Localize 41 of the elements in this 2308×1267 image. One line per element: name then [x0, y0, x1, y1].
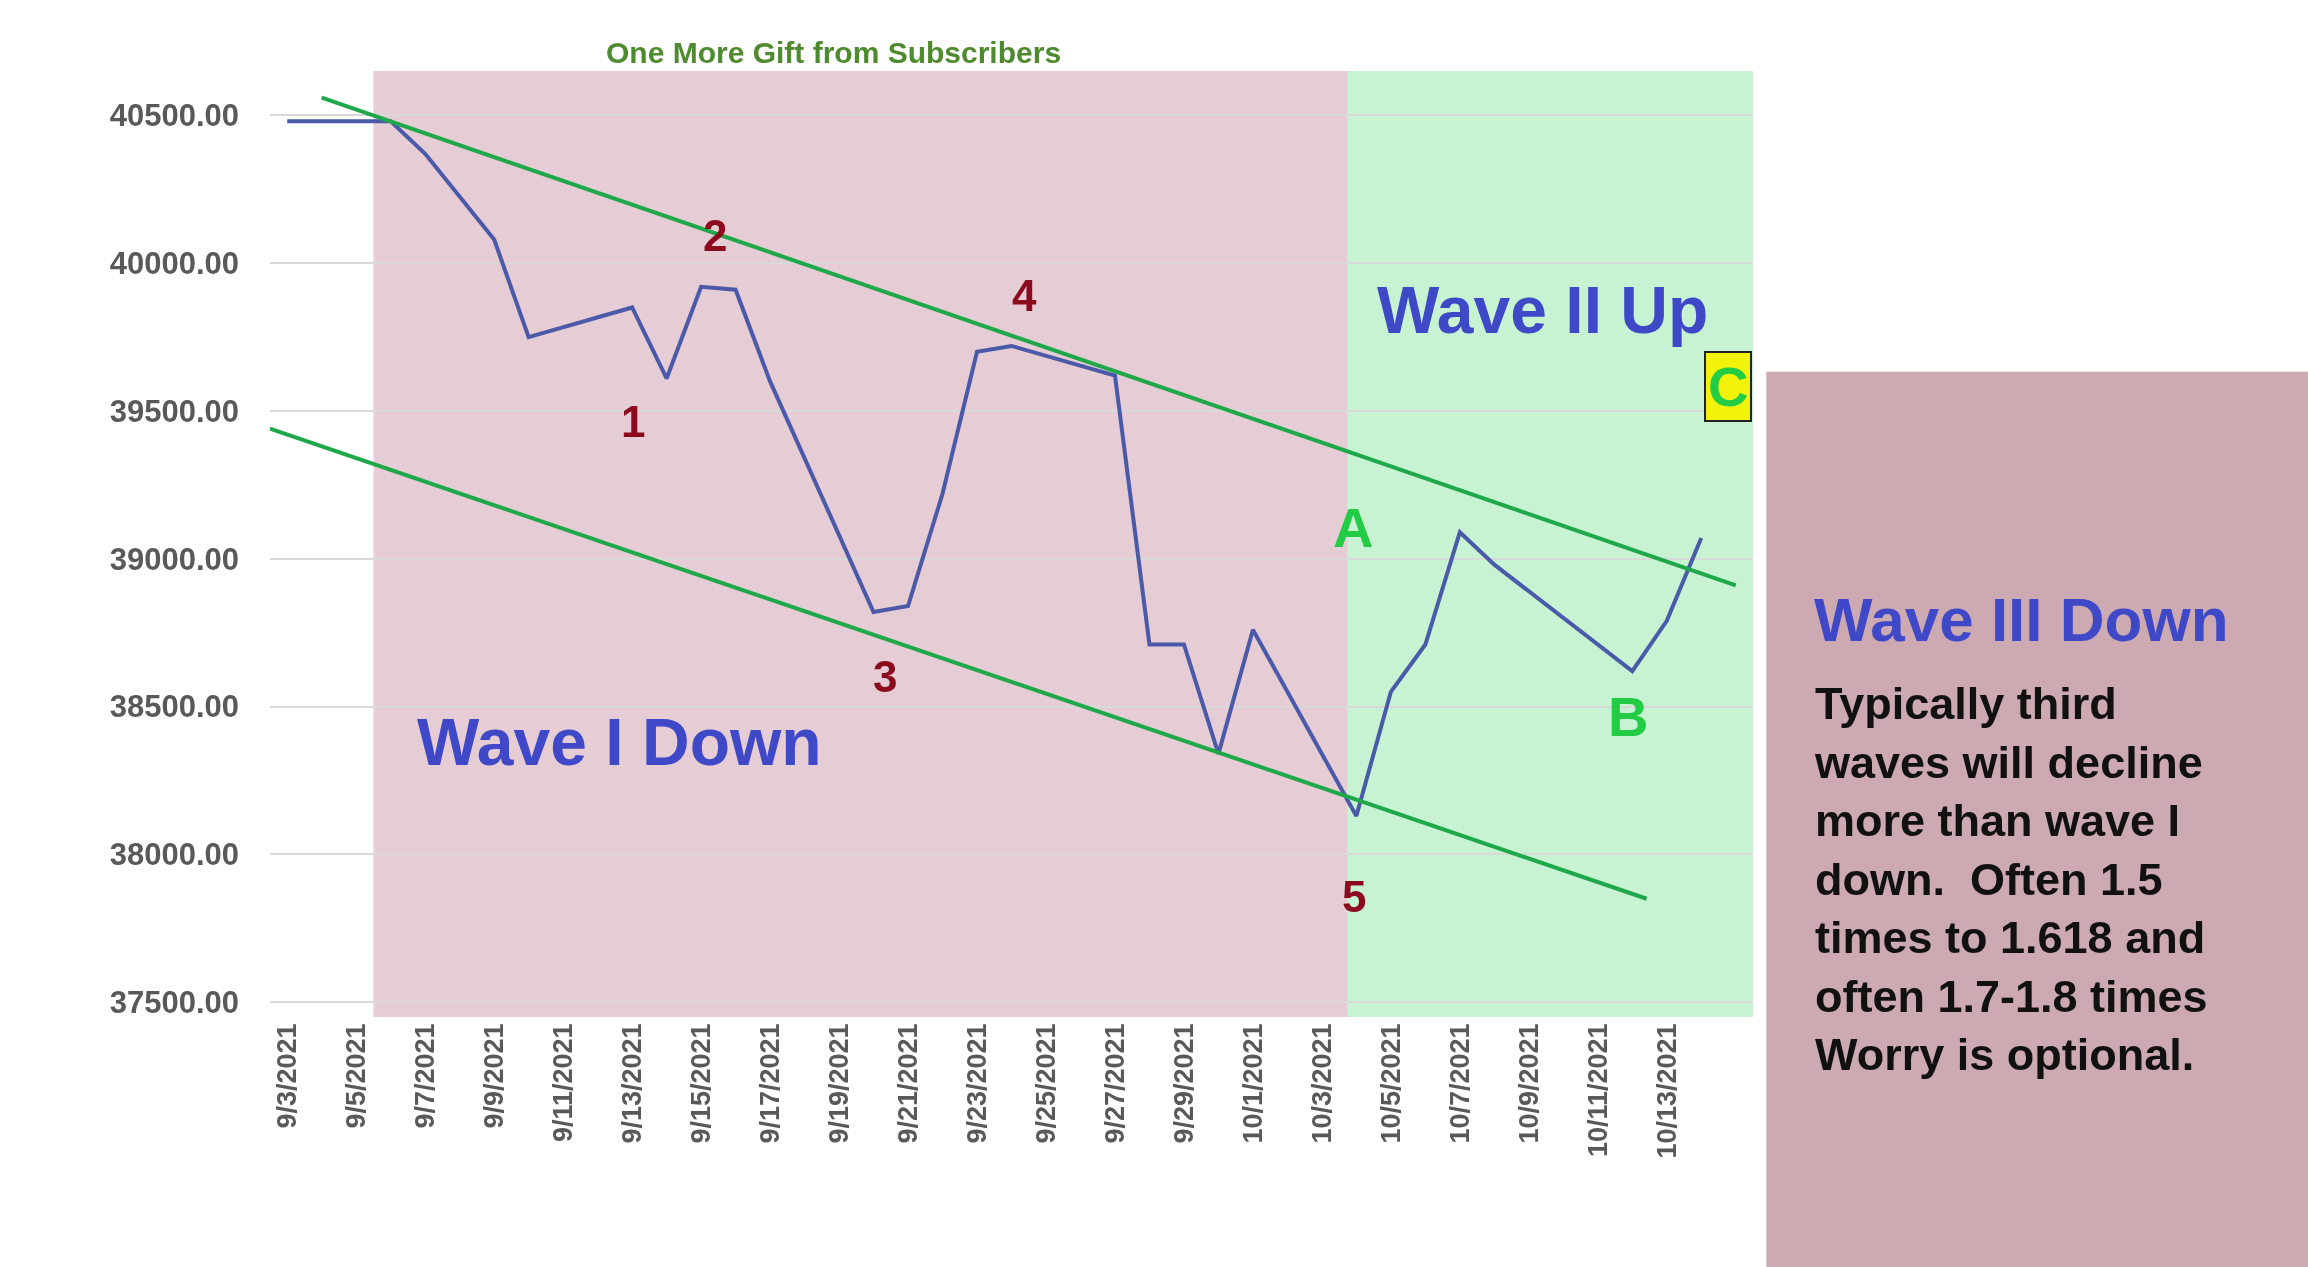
y-tick-label: 39000.00: [109, 541, 239, 577]
y-tick-label: 40500.00: [109, 98, 239, 134]
x-tick-label: 10/11/2021: [1582, 1023, 1613, 1158]
x-tick-label: 9/21/2021: [892, 1023, 923, 1144]
text: Typically third waves will decline more than wave I down. Often 1.5 times to 1.618 and often 1.7-1.8 times Worry is optional.: [1814, 678, 2208, 1080]
x-tick-label: 10/9/2021: [1513, 1023, 1544, 1144]
line-series: [285, 119, 1704, 818]
annotation: Wave I Down: [417, 705, 822, 779]
x-tick-label: 10/13/2021: [1651, 1023, 1682, 1159]
annotation: 1: [621, 397, 646, 446]
annotation: Wave II Up: [1377, 273, 1709, 347]
chart-title: One More Gift from Subscribers: [605, 35, 1062, 69]
y-tick-label: 39500.00: [109, 393, 239, 429]
y-tick-label: 38500.00: [109, 689, 239, 725]
x-tick-label: 9/23/2021: [961, 1023, 992, 1144]
annotation: 5: [1342, 872, 1367, 921]
y-tick-label: 37500.00: [109, 985, 239, 1021]
x-tick-label: 10/3/2021: [1306, 1023, 1337, 1144]
annotation: 3: [873, 652, 898, 701]
x-tick-label: 9/11/2021: [547, 1023, 578, 1143]
annotation: C: [1708, 355, 1749, 418]
x-tick-label: 9/17/2021: [754, 1023, 785, 1144]
annotation: 4: [1012, 271, 1037, 320]
x-tick-label: 9/13/2021: [616, 1023, 647, 1144]
x-tick-label: 9/3/2021: [272, 1023, 303, 1129]
x-tick-label: 9/27/2021: [1099, 1023, 1130, 1144]
x-tick-label: 10/7/2021: [1444, 1023, 1475, 1144]
annotation: B: [1608, 685, 1649, 748]
x-tick-label: 9/5/2021: [340, 1023, 371, 1129]
x-tick-label: 9/19/2021: [823, 1023, 854, 1144]
x-tick-label: 9/9/2021: [478, 1023, 509, 1129]
x-tick-label: 9/7/2021: [409, 1023, 440, 1129]
annotation: A: [1333, 496, 1374, 559]
x-tick-label: 10/1/2021: [1237, 1023, 1268, 1144]
x-tick-label: 9/25/2021: [1030, 1023, 1061, 1144]
x-tick-label: 9/15/2021: [685, 1023, 716, 1144]
x-tick-label: 9/29/2021: [1168, 1023, 1199, 1144]
y-tick-label: 38000.00: [109, 837, 239, 873]
y-tick-label: 40000.00: [109, 246, 239, 282]
text: Wave III Down: [1814, 585, 2229, 654]
x-tick-label: 10/5/2021: [1375, 1023, 1406, 1144]
